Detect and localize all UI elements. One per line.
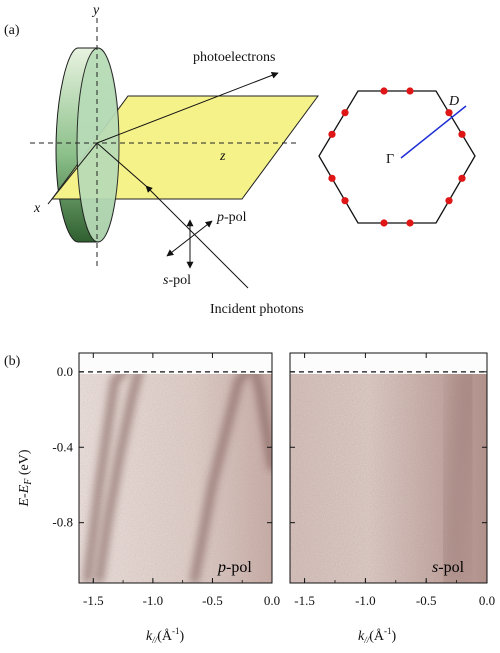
s-pol-annotation: s-pol: [432, 559, 465, 576]
brillouin-zone: Γ D: [318, 87, 476, 227]
dirac-point-10: [328, 174, 336, 182]
p-pol-x-tick-label: -0.5: [202, 593, 223, 608]
dirac-point-1: [380, 87, 388, 95]
dirac-point-5: [458, 174, 466, 182]
dirac-point-7: [406, 219, 414, 227]
p-pol-spectrum-panel: -1.5 -1.0 -0.5 0.0 0.0 -0.4 -0.8 p-pol: [52, 352, 280, 608]
panel-b-label: (b): [4, 354, 21, 369]
crystal-face: [76, 47, 120, 243]
s-pol-spectrum-panel: -1.5 -1.0 -0.5 0.0 s-pol: [289, 352, 495, 608]
brillouin-zone-hexagon: [318, 90, 476, 224]
p-pol-x-tick-label: -1.0: [143, 593, 164, 608]
s-pol-x-tick-label: -0.5: [416, 593, 437, 608]
p-pol-y-tick-label: -0.4: [52, 439, 73, 454]
dirac-points: [328, 87, 466, 227]
dirac-point-label: D: [448, 94, 459, 109]
s-pol-frame: [289, 352, 488, 584]
s-pol-x-tick-label: -1.0: [355, 593, 376, 608]
dirac-point-3: [445, 109, 453, 117]
incident-photon-arrow: [145, 185, 249, 289]
photoelectron-arrow: [96, 72, 279, 144]
panel-a-label: (a): [4, 23, 20, 38]
s-pol-ticks: -1.5 -1.0 -0.5 0.0: [290, 353, 495, 608]
p-pol-x-tick-label: 0.0: [264, 593, 280, 608]
p-pol-annotation: p-pol: [217, 559, 252, 576]
p-pol-label: p-pol: [216, 210, 247, 225]
dirac-point-11: [328, 130, 336, 138]
axis-label-y: y: [91, 3, 100, 18]
dirac-point-12: [341, 109, 349, 117]
cut-line: [400, 105, 467, 159]
incident-photons-label: Incident photons: [210, 302, 304, 317]
s-pol-label: s-pol: [163, 273, 191, 288]
p-pol-ticks: -1.5 -1.0 -0.5 0.0 0.0 -0.4 -0.8: [52, 353, 280, 608]
x-axis-line: [47, 142, 98, 205]
s-pol-x-tick-label: 0.0: [479, 593, 495, 608]
y-axis-title: E-EF (eV): [17, 449, 34, 507]
p-pol-y-tick-label: -0.8: [52, 515, 73, 530]
s-pol-above-fermi: [290, 353, 487, 374]
p-pol-x-axis-title: k//(Å-1): [146, 626, 185, 645]
gamma-point-label: Γ: [386, 152, 394, 167]
p-pol-y-tick-label: 0.0: [57, 364, 73, 379]
incident-ray-extension: [96, 142, 147, 187]
dirac-point-6: [445, 197, 453, 205]
axis-label-z: z: [219, 149, 226, 164]
dirac-point-8: [380, 219, 388, 227]
dirac-point-4: [458, 130, 466, 138]
s-pol-grain: [290, 353, 487, 583]
s-pol-x-axis-title: k//(Å-1): [358, 626, 397, 645]
p-pol-frame: [78, 352, 273, 584]
axis-label-x: x: [33, 201, 41, 216]
p-pol-above-fermi: [79, 353, 272, 374]
p-pol-grain: [79, 353, 272, 583]
dirac-point-2: [406, 87, 414, 95]
s-pol-x-tick-label: -1.5: [294, 593, 315, 608]
photoelectrons-label: photoelectrons: [193, 50, 275, 65]
p-pol-x-tick-label: -1.5: [83, 593, 104, 608]
dirac-point-9: [341, 197, 349, 205]
